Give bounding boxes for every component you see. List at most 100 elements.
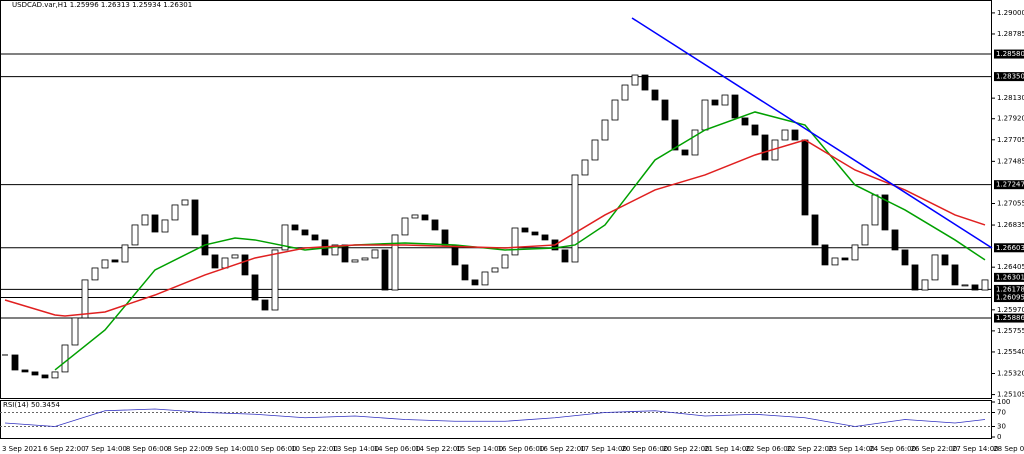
y-tick-label: 1.27705	[997, 136, 1024, 144]
candle	[971, 284, 979, 291]
y-tick-label: 1.26835	[997, 221, 1024, 229]
candle	[491, 267, 499, 273]
candle	[591, 139, 599, 161]
level-label: 1.27247	[996, 181, 1024, 189]
candle	[731, 94, 739, 119]
candle	[461, 264, 469, 281]
candle	[611, 99, 619, 121]
candle	[891, 229, 899, 251]
candle	[391, 234, 399, 291]
candle	[821, 244, 829, 266]
level-box	[994, 72, 1024, 82]
x-tick-label: 8 Sep 22:00	[167, 445, 209, 453]
candle	[11, 354, 19, 371]
candle	[161, 219, 169, 233]
candle	[741, 117, 749, 126]
candle	[441, 229, 449, 246]
candle	[791, 129, 799, 141]
candle	[711, 99, 719, 106]
candle	[221, 257, 229, 269]
level-label: 1.28350	[996, 73, 1024, 81]
candle	[831, 257, 839, 266]
candle	[521, 227, 529, 233]
main-panel	[0, 0, 992, 399]
candle	[631, 74, 639, 86]
level-label: 1.26095	[996, 294, 1024, 302]
y-tick-label: 1.28785	[997, 30, 1024, 38]
level-box	[994, 284, 1024, 294]
y-tick-label: 1.25320	[997, 370, 1024, 378]
candle	[371, 249, 379, 259]
rsi-label: RSI(14) 50.3454	[3, 401, 60, 409]
y-tick-label: 1.25970	[997, 306, 1024, 314]
x-tick-label: 23 Sep 14:00	[828, 445, 875, 453]
level-label: 1.26603	[996, 244, 1024, 252]
level-box	[994, 293, 1024, 303]
candle	[271, 249, 279, 311]
x-tick-label: 7 Sep 14:00	[85, 445, 127, 453]
candle	[31, 371, 39, 376]
candle	[401, 217, 409, 236]
y-tick-label: 1.27055	[997, 199, 1024, 207]
candle	[91, 267, 99, 281]
candle	[171, 204, 179, 221]
candle	[121, 244, 129, 263]
candle	[381, 249, 389, 291]
candle	[951, 264, 959, 286]
candle	[211, 254, 219, 269]
rsi-tick-label: 100	[997, 398, 1010, 406]
rsi-panel	[0, 400, 992, 439]
y-tick-label: 1.25105	[997, 391, 1024, 399]
candle	[531, 231, 539, 236]
candle	[671, 119, 679, 151]
candle	[781, 129, 789, 141]
candle	[621, 84, 629, 101]
x-tick-label: 9 Sep 14:00	[209, 445, 251, 453]
candle	[701, 99, 709, 131]
candle	[851, 244, 859, 261]
candle	[251, 274, 259, 301]
candle	[721, 94, 729, 106]
candle	[601, 119, 609, 141]
level-label: 1.26178	[996, 285, 1024, 293]
level-label: 1.25886	[996, 314, 1024, 322]
level-box	[994, 243, 1024, 253]
candle	[191, 199, 199, 236]
y-tick-label: 1.25540	[997, 348, 1024, 356]
candle	[231, 254, 239, 259]
x-tick-label: 6 Sep 22:00	[43, 445, 85, 453]
candle	[541, 234, 549, 241]
candle	[141, 214, 149, 226]
rsi-line	[4, 408, 986, 427]
x-tick-label: 17 Sep 14:00	[580, 445, 627, 453]
candle	[641, 74, 649, 91]
x-tick-label: 16 Sep 22:00	[539, 445, 586, 453]
y-tick-label: 1.26405	[997, 263, 1024, 271]
candle	[281, 224, 289, 251]
candle	[41, 374, 49, 379]
candle	[881, 194, 889, 231]
candle	[801, 139, 809, 216]
candle	[341, 244, 349, 263]
candle	[51, 371, 59, 379]
candle	[511, 227, 519, 256]
candle	[921, 279, 929, 291]
x-tick-label: 13 Sep 14:00	[332, 445, 379, 453]
candle	[351, 259, 359, 263]
y-tick-label: 1.29000	[997, 9, 1024, 17]
candle	[71, 317, 79, 346]
candle	[481, 271, 489, 286]
x-tick-label: 8 Sep 06:00	[126, 445, 168, 453]
candle	[651, 89, 659, 101]
level-box	[994, 49, 1024, 59]
x-tick-label: 10 Sep 22:00	[291, 445, 338, 453]
x-tick-label: 16 Sep 06:00	[498, 445, 545, 453]
candle	[581, 159, 589, 176]
candle	[451, 244, 459, 266]
y-tick-label: 1.27920	[997, 115, 1024, 123]
candle	[131, 224, 139, 246]
x-tick-label: 20 Sep 06:00	[622, 445, 669, 453]
x-tick-label: 26 Sep 22:00	[911, 445, 958, 453]
